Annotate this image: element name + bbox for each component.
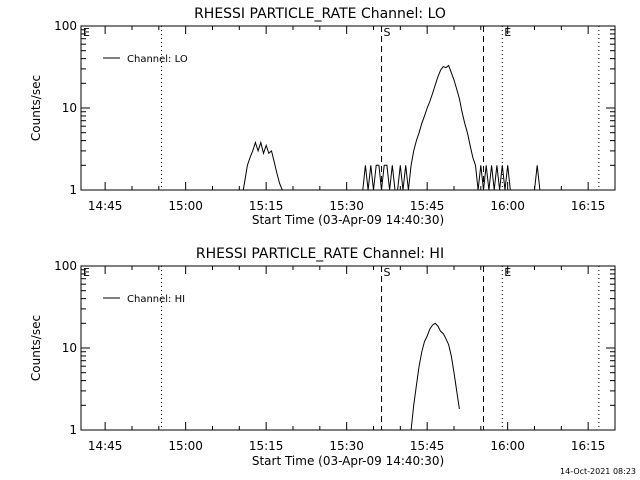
x-tick-label: 15:45 (410, 199, 445, 213)
x-tick-label: 14:45 (88, 199, 123, 213)
x-axis-label: Start Time (03-Apr-09 14:40:30) (252, 213, 444, 227)
marker-label: E (504, 26, 511, 39)
series-line (534, 165, 541, 191)
y-tick-label: 10 (62, 101, 77, 115)
panel-hi: RHESSI PARTICLE_RATE Channel: HI 14:45 15:… (29, 246, 616, 468)
x-tick-label: 16:15 (571, 199, 606, 213)
x-tick-label: 15:45 (410, 439, 445, 453)
marker-label: E (504, 266, 511, 279)
x-tick-label: 16:15 (571, 439, 606, 453)
y-tick-label: 1 (69, 423, 77, 437)
y-tick-label: 100 (54, 19, 77, 33)
x-tick-label: 16:00 (490, 199, 525, 213)
x-tick-label: 15:30 (329, 199, 364, 213)
x-tick-label: 15:00 (168, 199, 203, 213)
marker-label: S (384, 266, 391, 279)
series-line (362, 64, 513, 191)
x-tick-label: 15:30 (329, 439, 364, 453)
series-line (410, 322, 460, 431)
x-tick-label: 15:15 (249, 199, 284, 213)
marker-label: E (83, 266, 90, 279)
panel-lo: RHESSI PARTICLE_RATE Channel: LO 14:45 15:… (29, 6, 616, 227)
y-tick-label: 1 (69, 183, 77, 197)
x-tick-label: 15:15 (249, 439, 284, 453)
legend-label: Channel: HI (127, 294, 185, 305)
y-axis-label: Counts/sec (29, 75, 43, 141)
legend-label: Channel: LO (127, 54, 188, 65)
x-axis-label: Start Time (03-Apr-09 14:40:30) (252, 454, 444, 468)
series-line (242, 140, 285, 191)
x-tick-label: 16:00 (490, 439, 525, 453)
chart-title: RHESSI PARTICLE_RATE Channel: LO (194, 6, 446, 22)
footer-timestamp: 14-Oct-2021 08:23 (560, 467, 636, 476)
y-axis-label: Counts/sec (29, 315, 43, 381)
marker-label: S (384, 26, 391, 39)
y-tick-label: 10 (62, 341, 77, 355)
y-tick-label: 100 (54, 259, 77, 273)
chart-title: RHESSI PARTICLE_RATE Channel: HI (196, 246, 444, 262)
x-tick-label: 15:00 (168, 439, 203, 453)
marker-label: E (83, 26, 90, 39)
x-tick-label: 14:45 (88, 439, 123, 453)
